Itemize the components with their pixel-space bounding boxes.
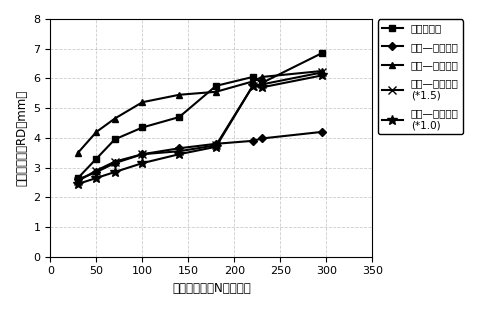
车辙实测值 <box>213 84 219 88</box>
推演—最高气温
(*1.0) <box>176 152 182 156</box>
Line: 推演—典型气温
(*1.5): 推演—典型气温 (*1.5) <box>74 68 326 185</box>
推演—最高气温 <box>259 75 265 79</box>
推演—最高气温 <box>140 100 145 104</box>
推演—最高气温
(*1.0) <box>319 73 325 77</box>
车辙实测值 <box>112 138 118 141</box>
推演—典型气温 <box>176 146 182 150</box>
Line: 推演—典型气温: 推演—典型气温 <box>75 129 325 182</box>
车辙实测值 <box>94 157 99 161</box>
推演—最高气温
(*1.0) <box>94 176 99 180</box>
Line: 推演—最高气温
(*1.0): 推演—最高气温 (*1.0) <box>73 71 326 189</box>
推演—最高气温 <box>112 117 118 120</box>
推演—典型气温
(*1.5) <box>140 152 145 156</box>
推演—典型气温 <box>140 152 145 156</box>
X-axis label: 轴载作用次数N（万次）: 轴载作用次数N（万次） <box>172 282 251 295</box>
推演—最高气温 <box>250 80 256 83</box>
推演—典型气温
(*1.5) <box>259 82 265 86</box>
推演—最高气温
(*1.0) <box>213 145 219 148</box>
推演—典型气温 <box>75 178 81 181</box>
Y-axis label: 氥青路面辙辙RD（mm）: 氥青路面辙辙RD（mm） <box>15 90 28 186</box>
推演—最高气温
(*1.0) <box>250 84 256 88</box>
推演—典型气温
(*1.5) <box>176 149 182 153</box>
车辙实测值 <box>176 115 182 119</box>
推演—最高气温
(*1.0) <box>259 86 265 89</box>
推演—典型气温 <box>259 137 265 140</box>
Line: 推演—最高气温: 推演—最高气温 <box>75 68 326 156</box>
推演—最高气温 <box>176 93 182 97</box>
推演—典型气温
(*1.5) <box>112 160 118 163</box>
车辙实测值 <box>140 126 145 129</box>
推演—典型气温 <box>94 170 99 174</box>
推演—最高气温 <box>75 151 81 155</box>
推演—典型气温 <box>250 139 256 143</box>
推演—典型气温 <box>112 161 118 165</box>
推演—典型气温
(*1.5) <box>319 71 325 74</box>
车辙实测值 <box>75 176 81 180</box>
推演—最高气温
(*1.0) <box>75 182 81 186</box>
推演—典型气温 <box>319 130 325 134</box>
推演—典型气温
(*1.5) <box>250 84 256 88</box>
推演—典型气温
(*1.5) <box>94 169 99 172</box>
推演—最高气温
(*1.0) <box>112 170 118 174</box>
推演—典型气温
(*1.5) <box>213 144 219 147</box>
推演—最高气温 <box>319 69 325 73</box>
Line: 车辙实测值: 车辙实测值 <box>75 50 326 181</box>
推演—典型气温
(*1.5) <box>75 179 81 183</box>
推演—最高气温 <box>213 90 219 94</box>
车辙实测值 <box>259 81 265 85</box>
车辙实测值 <box>250 75 256 79</box>
推演—最高气温 <box>94 130 99 134</box>
Legend: 车辙实测值, 推演—典型气温, 推演—最高气温, 推演—典型气温
(*1.5), 推演—最高气温
(*1.0): 车辙实测值, 推演—典型气温, 推演—最高气温, 推演—典型气温 (*1.5),… <box>378 20 463 134</box>
推演—最高气温
(*1.0) <box>140 161 145 165</box>
车辙实测值 <box>319 51 325 55</box>
推演—典型气温 <box>213 142 219 146</box>
